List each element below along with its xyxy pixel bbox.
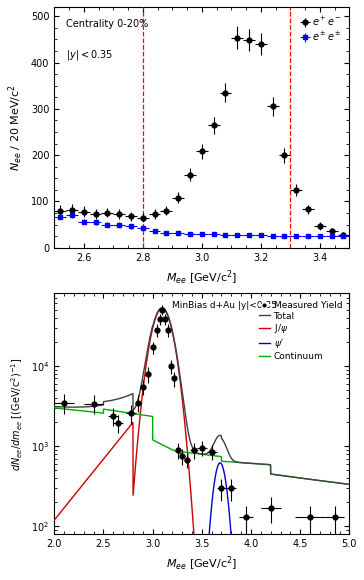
Legend: Measured Yield, Total, J/$\psi$, $\psi'$, Continuum: Measured Yield, Total, J/$\psi$, $\psi'$… [256, 298, 345, 364]
X-axis label: $M_{ee}$ [GeV/c$^2$]: $M_{ee}$ [GeV/c$^2$] [166, 554, 237, 573]
Text: MinBias d+Au |y|<0.35: MinBias d+Au |y|<0.35 [172, 300, 277, 310]
Legend: $e^+e^-$, $e^\pm e^\pm$: $e^+e^-$, $e^\pm e^\pm$ [298, 12, 344, 46]
Text: Centrality 0-20%: Centrality 0-20% [66, 19, 148, 29]
Text: $|y|<0.35$: $|y|<0.35$ [66, 48, 113, 62]
Y-axis label: $N_{ee}$ / 20 MeV/c$^2$: $N_{ee}$ / 20 MeV/c$^2$ [7, 84, 25, 171]
X-axis label: $M_{ee}$ [GeV/c$^2$]: $M_{ee}$ [GeV/c$^2$] [166, 268, 237, 287]
Y-axis label: $dN_{ee} / dm_{ee}$ [(GeV/c$^2$)$^{-1}$]: $dN_{ee} / dm_{ee}$ [(GeV/c$^2$)$^{-1}$] [10, 357, 25, 470]
